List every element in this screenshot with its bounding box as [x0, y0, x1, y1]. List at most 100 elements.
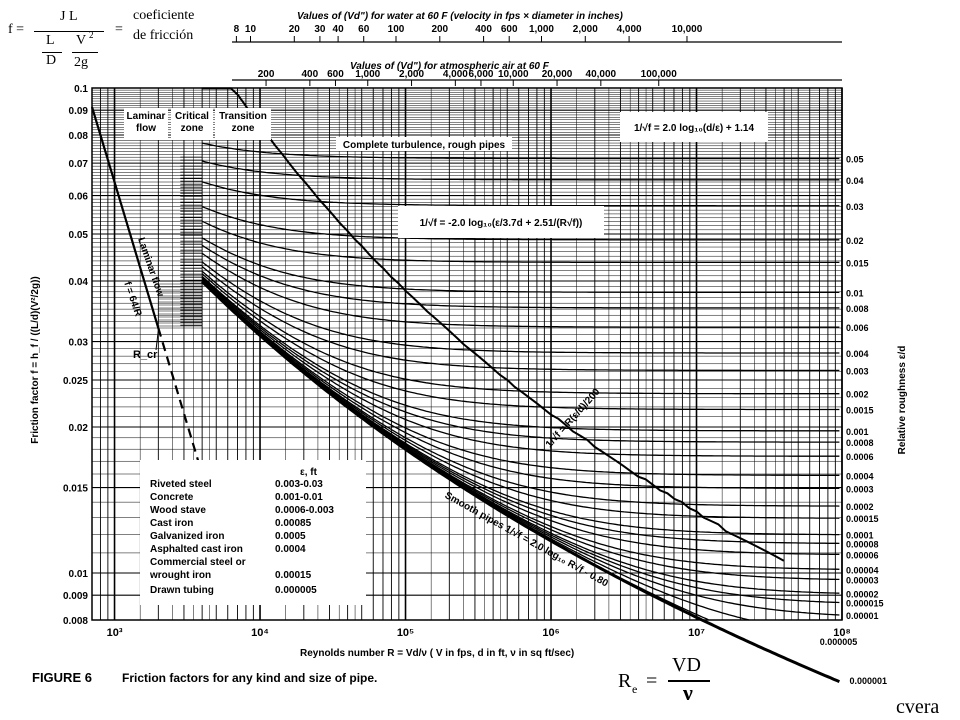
zone-label-box	[215, 108, 271, 140]
roughness-label: 0.05	[846, 155, 864, 165]
x-tick-label: 10⁶	[542, 627, 559, 639]
formula-f-desc-1: coeficiente	[133, 8, 195, 23]
air-tick-label: 100,000	[641, 69, 678, 80]
material-name: Wood stave	[150, 505, 206, 516]
roughness-label: 0.0015	[846, 406, 874, 416]
roughness-curve	[201, 279, 840, 507]
roughness-label: 0.002	[846, 390, 869, 400]
zone-label-laminar-1: Laminar	[127, 111, 166, 122]
material-name: Galvanized iron	[150, 531, 224, 542]
roughness-label: 0.00008	[846, 539, 879, 549]
formula-f-den-l-bar	[42, 52, 62, 53]
roughness-label: 0.000015	[846, 599, 884, 609]
y-tick-label: 0.1	[74, 84, 88, 95]
air-tick-label: 1,000	[355, 69, 380, 80]
roughness-curve	[201, 273, 840, 411]
roughness-curve	[201, 278, 840, 476]
roughness-label: 0.04	[846, 176, 864, 186]
material-eps: 0.0005	[275, 531, 306, 542]
y-tick-label: 0.05	[69, 230, 89, 241]
air-tick-label: 400	[302, 69, 319, 80]
roughness-label: 0.00002	[846, 589, 879, 599]
roughness-label: 0.001	[846, 427, 869, 437]
material-name: wrought iron	[149, 570, 211, 581]
label-layer: 0.1 0.09 0.08 0.07 0.06 0.05 0.04 0.03 0.025 0.02…	[63, 24, 887, 686]
material-eps: 0.000005	[275, 585, 317, 596]
roughness-curve	[201, 244, 840, 309]
roughness-label: 0.03	[846, 202, 864, 212]
roughness-label: 0.00004	[846, 565, 879, 575]
air-tick-label: 40,000	[586, 69, 617, 80]
complete-turbulence-box	[336, 137, 512, 151]
material-eps: 0.001-0.01	[275, 492, 323, 503]
curve-layer	[90, 87, 840, 683]
water-tick-label: 8	[234, 24, 240, 35]
y-axis-label: Friction factor f = h_f / ((L/d)(V²/2g))	[30, 276, 41, 444]
roughness-label: 0.015	[846, 258, 869, 268]
formula-re-lhs: R	[618, 670, 632, 692]
roughness-label: 0.008	[846, 304, 869, 314]
roughness-curve	[201, 142, 840, 160]
laminar-dashed-line	[157, 327, 204, 475]
material-name: Concrete	[150, 492, 194, 503]
water-tick-label: 10	[245, 24, 257, 35]
formula-f-desc-2: de fricción	[133, 28, 194, 43]
eq-rough-box	[620, 112, 768, 142]
water-tick-label: 1,000	[529, 24, 554, 35]
formula-f-den-r-top: V	[76, 33, 87, 48]
roughness-label: 0.006	[846, 323, 869, 333]
y-tick-label: 0.08	[69, 131, 89, 142]
water-tick-label: 200	[431, 24, 448, 35]
material-eps: 0.003-0.03	[275, 479, 323, 490]
water-tick-label: 10,000	[672, 24, 703, 35]
laminar-line	[90, 106, 160, 329]
air-tick-label: 6,000	[468, 69, 493, 80]
top-axis-water-title: Values of (Vd") for water at 60 F (veloc…	[297, 11, 624, 22]
roughness-curve	[201, 265, 840, 372]
water-tick-label: 4,000	[617, 24, 642, 35]
roughness-label: 0.0003	[846, 484, 874, 494]
figure-caption: Friction factors for any kind and size o…	[122, 671, 377, 685]
x-tick-label: 10³	[107, 627, 123, 639]
zone-label-transition-2: zone	[232, 123, 255, 134]
air-tick-label: 10,000	[498, 69, 529, 80]
complete-turbulence-label: Complete turbulence, rough pipes	[343, 140, 506, 151]
materials-header: ε, ft	[300, 467, 318, 478]
material-name: Riveted steel	[150, 479, 212, 490]
materials-table-box	[140, 460, 366, 605]
air-tick-label: 2,000	[399, 69, 424, 80]
roughness-curve	[201, 181, 840, 207]
watermark-text: cvera	[896, 696, 940, 718]
x-tick-label: 10⁸	[833, 627, 850, 639]
roughness-curve	[201, 160, 840, 181]
zone-label-laminar-2: flow	[136, 123, 156, 134]
y-tick-label: 0.02	[69, 423, 89, 434]
smooth-pipe-curve	[201, 280, 840, 683]
roughness-label: 0.0004	[846, 471, 874, 481]
formula-re-numerator: VD	[672, 654, 701, 676]
formula-re-sub: e	[632, 682, 638, 696]
y-tick-label: 0.01	[69, 569, 89, 580]
y-tick-label: 0.008	[63, 616, 88, 627]
formula-f-lhs: f =	[8, 22, 25, 37]
air-tick-label: 20,000	[542, 69, 573, 80]
formula-re-equals: =	[646, 670, 658, 692]
formula-f-den-r-bar	[72, 52, 98, 53]
y-tick-label: 0.09	[69, 106, 89, 117]
zone-label-box	[124, 108, 168, 140]
formula-re-denominator: ν	[683, 680, 693, 705]
formula-f-den-r-bottom: 2g	[74, 55, 88, 70]
formula-f-den-l-top: L	[46, 33, 55, 48]
eq-smooth: Smooth pipes 1/√f = 2.0 log₁₀ R√f - 0.80	[443, 490, 610, 589]
material-eps: 0.00015	[275, 570, 312, 581]
roughness-curve	[201, 252, 840, 328]
zone-label-critical-2: zone	[181, 123, 204, 134]
water-tick-label: 60	[358, 24, 370, 35]
critical-zone-hatch	[158, 156, 203, 327]
water-tick-label: 2,000	[573, 24, 598, 35]
critical-re-pointer	[155, 329, 159, 351]
y-tick-label: 0.07	[69, 159, 89, 170]
zone-label-critical-1: Critical	[175, 111, 209, 122]
water-tick-label: 40	[333, 24, 345, 35]
